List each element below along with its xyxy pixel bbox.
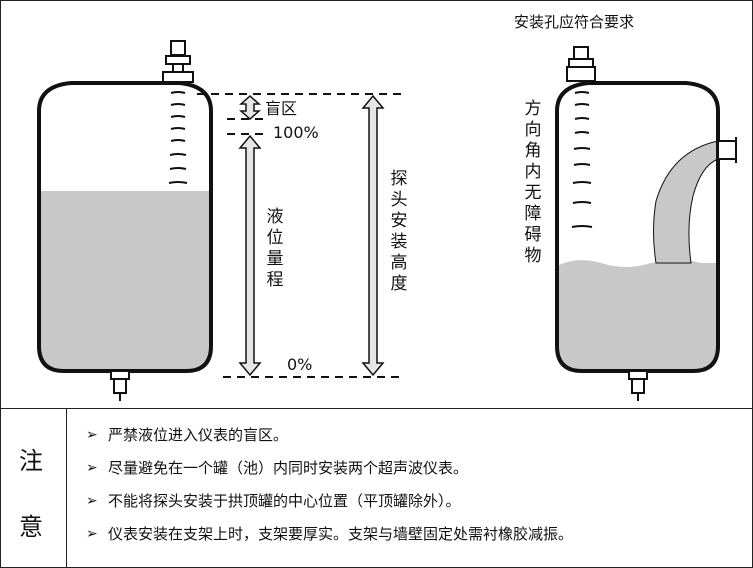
probe-height-label: 探头安装高度 xyxy=(390,169,408,294)
note-text: 仪表安装在支架上时，支架要厚实。支架与墙壁固定处需衬橡胶减振。 xyxy=(108,525,574,543)
bullet-icon: ➢ xyxy=(86,493,98,509)
bullet-icon: ➢ xyxy=(86,526,98,542)
bullet-icon: ➢ xyxy=(86,427,98,443)
note-item: ➢ 不能将探头安装于拱顶罐的中心位置（平顶罐除外）。 xyxy=(86,485,746,518)
note-text: 不能将探头安装于拱顶罐的中心位置（平顶罐除外）。 xyxy=(108,492,461,510)
notes-list: ➢ 严禁液位进入仪表的盲区。 ➢ 尽量避免在一个罐（池）内同时安装两个超声波仪表… xyxy=(86,419,746,551)
note-text: 严禁液位进入仪表的盲区。 xyxy=(108,426,289,444)
installation-diagram: 安装孔应符合要求 盲区 100% 0% 液位量程 探头安装高度 方向角内无障碍物 xyxy=(1,1,752,408)
section-divider xyxy=(1,408,752,409)
notes-heading-char-2: 意 xyxy=(19,513,43,541)
left-sensor-icon xyxy=(162,40,194,83)
right-tank xyxy=(555,46,737,401)
probe-height-arrow xyxy=(361,94,385,377)
blind-zone-label: 盲区 xyxy=(265,99,298,118)
left-drain-icon xyxy=(110,370,130,401)
left-sound-waves xyxy=(168,91,188,184)
empty-level-label: 0% xyxy=(287,355,313,374)
level-range-arrow xyxy=(238,134,262,377)
right-sound-waves xyxy=(571,91,593,228)
note-item: ➢ 严禁液位进入仪表的盲区。 xyxy=(86,419,746,452)
left-tank xyxy=(37,40,213,401)
note-text: 尽量避免在一个罐（池）内同时安装两个超声波仪表。 xyxy=(108,459,469,477)
right-drain-icon xyxy=(628,370,648,401)
reference-lines xyxy=(197,93,403,378)
install-hole-label: 安装孔应符合要求 xyxy=(514,13,635,31)
inlet-pipe-icon xyxy=(717,137,737,163)
note-item: ➢ 仪表安装在支架上时，支架要厚实。支架与墙壁固定处需衬橡胶减振。 xyxy=(86,518,746,551)
note-item: ➢ 尽量避免在一个罐（池）内同时安装两个超声波仪表。 xyxy=(86,452,746,485)
full-level-label: 100% xyxy=(273,123,319,142)
level-range-label: 液位量程 xyxy=(266,207,284,290)
right-tank-liquid xyxy=(557,260,718,371)
notes-column-divider xyxy=(66,409,67,567)
bullet-icon: ➢ xyxy=(86,460,98,476)
left-tank-outline xyxy=(37,81,213,373)
blind-zone-arrow xyxy=(239,94,261,121)
notes-heading-char-1: 注 xyxy=(19,447,43,475)
right-sensor-icon xyxy=(566,46,596,82)
right-tank-outline xyxy=(555,81,720,373)
left-tank-liquid xyxy=(39,191,211,371)
diagram-svg xyxy=(37,40,737,401)
no-obstacle-label: 方向角内无障碍物 xyxy=(524,99,542,266)
right-tank-inflow xyxy=(653,140,719,264)
